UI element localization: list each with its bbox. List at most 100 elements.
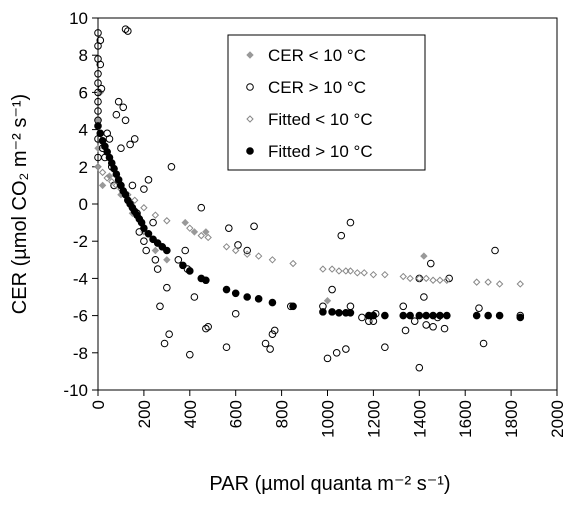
data-point xyxy=(436,276,444,284)
data-point xyxy=(135,228,144,236)
data-point xyxy=(415,274,424,283)
x-tick-label: 1400 xyxy=(410,400,429,438)
data-point xyxy=(268,330,277,339)
data-point xyxy=(151,246,160,255)
data-point xyxy=(422,311,430,320)
data-point xyxy=(112,110,121,119)
data-point xyxy=(186,267,194,275)
data-point xyxy=(420,252,428,260)
data-point xyxy=(360,269,368,277)
data-point xyxy=(422,274,430,283)
data-point xyxy=(472,278,481,286)
y-tick-label: 10 xyxy=(69,9,88,28)
y-tick-label: -4 xyxy=(73,269,88,288)
data-point xyxy=(254,295,263,303)
data-point xyxy=(332,349,341,357)
data-point xyxy=(436,311,444,320)
data-point xyxy=(96,129,105,138)
data-point xyxy=(406,274,414,283)
data-point xyxy=(94,163,102,171)
data-point xyxy=(202,276,210,285)
data-point xyxy=(197,203,206,212)
legend-marker xyxy=(246,147,254,155)
legend-marker xyxy=(246,83,254,91)
y-axis-label: CER (µmol CO₂ m⁻² s⁻¹) xyxy=(9,94,31,314)
data-point xyxy=(443,276,451,284)
data-point xyxy=(222,343,231,352)
x-tick-label: 1600 xyxy=(456,400,475,438)
data-point xyxy=(250,222,258,231)
data-point xyxy=(140,185,148,193)
data-point xyxy=(204,322,212,331)
data-point xyxy=(399,302,408,311)
data-point xyxy=(369,270,378,279)
data-point xyxy=(96,36,105,45)
data-point xyxy=(97,84,106,93)
data-point xyxy=(319,265,327,273)
data-point xyxy=(420,293,428,301)
data-point xyxy=(472,311,481,320)
data-point xyxy=(410,317,419,325)
data-point xyxy=(429,276,437,284)
y-tick-label: -6 xyxy=(73,307,88,326)
data-point xyxy=(231,246,240,255)
data-point xyxy=(96,60,105,69)
data-point xyxy=(381,311,389,320)
x-tick-label: 800 xyxy=(273,400,292,428)
x-tick-label: 1200 xyxy=(364,400,383,438)
data-point xyxy=(335,309,343,317)
data-point xyxy=(156,302,164,311)
data-point xyxy=(108,177,116,186)
data-point xyxy=(186,350,194,359)
data-point xyxy=(114,97,123,106)
data-point xyxy=(94,122,102,130)
data-point xyxy=(202,228,210,236)
data-point xyxy=(174,256,183,264)
data-point xyxy=(495,280,504,288)
data-point xyxy=(353,269,362,277)
data-point xyxy=(181,218,189,227)
data-point xyxy=(268,256,277,264)
data-point xyxy=(268,298,277,307)
data-point xyxy=(126,140,134,149)
data-point xyxy=(516,313,525,322)
y-tick-label: -2 xyxy=(73,232,88,251)
data-point xyxy=(234,241,242,249)
data-point xyxy=(94,70,102,78)
data-point xyxy=(443,311,451,320)
data-point xyxy=(98,181,107,190)
data-point xyxy=(165,330,173,339)
data-point xyxy=(270,326,279,335)
data-point xyxy=(160,339,169,348)
data-point xyxy=(346,218,355,227)
data-point xyxy=(105,135,114,143)
data-point xyxy=(163,283,171,292)
data-point xyxy=(243,293,251,301)
data-point xyxy=(197,231,205,240)
data-point xyxy=(346,267,355,275)
data-point xyxy=(94,107,102,115)
data-point xyxy=(342,345,350,353)
y-tick-label: 2 xyxy=(79,158,88,177)
data-point xyxy=(399,272,407,281)
y-tick-label: 8 xyxy=(79,46,88,65)
legend-label: Fitted < 10 °C xyxy=(268,110,373,129)
data-point xyxy=(346,309,355,317)
data-point xyxy=(167,163,176,171)
data-point xyxy=(151,256,160,264)
data-point xyxy=(415,311,424,320)
x-tick-label: 1800 xyxy=(502,400,521,438)
data-point xyxy=(94,163,102,171)
data-point xyxy=(415,363,424,372)
data-point xyxy=(429,322,437,331)
data-point xyxy=(121,25,130,33)
data-point xyxy=(335,267,343,275)
data-point xyxy=(151,211,160,219)
data-point xyxy=(381,343,389,352)
data-point xyxy=(98,168,107,177)
data-point xyxy=(103,174,111,182)
data-point xyxy=(491,246,499,255)
data-point xyxy=(422,321,430,329)
data-point xyxy=(475,304,483,312)
